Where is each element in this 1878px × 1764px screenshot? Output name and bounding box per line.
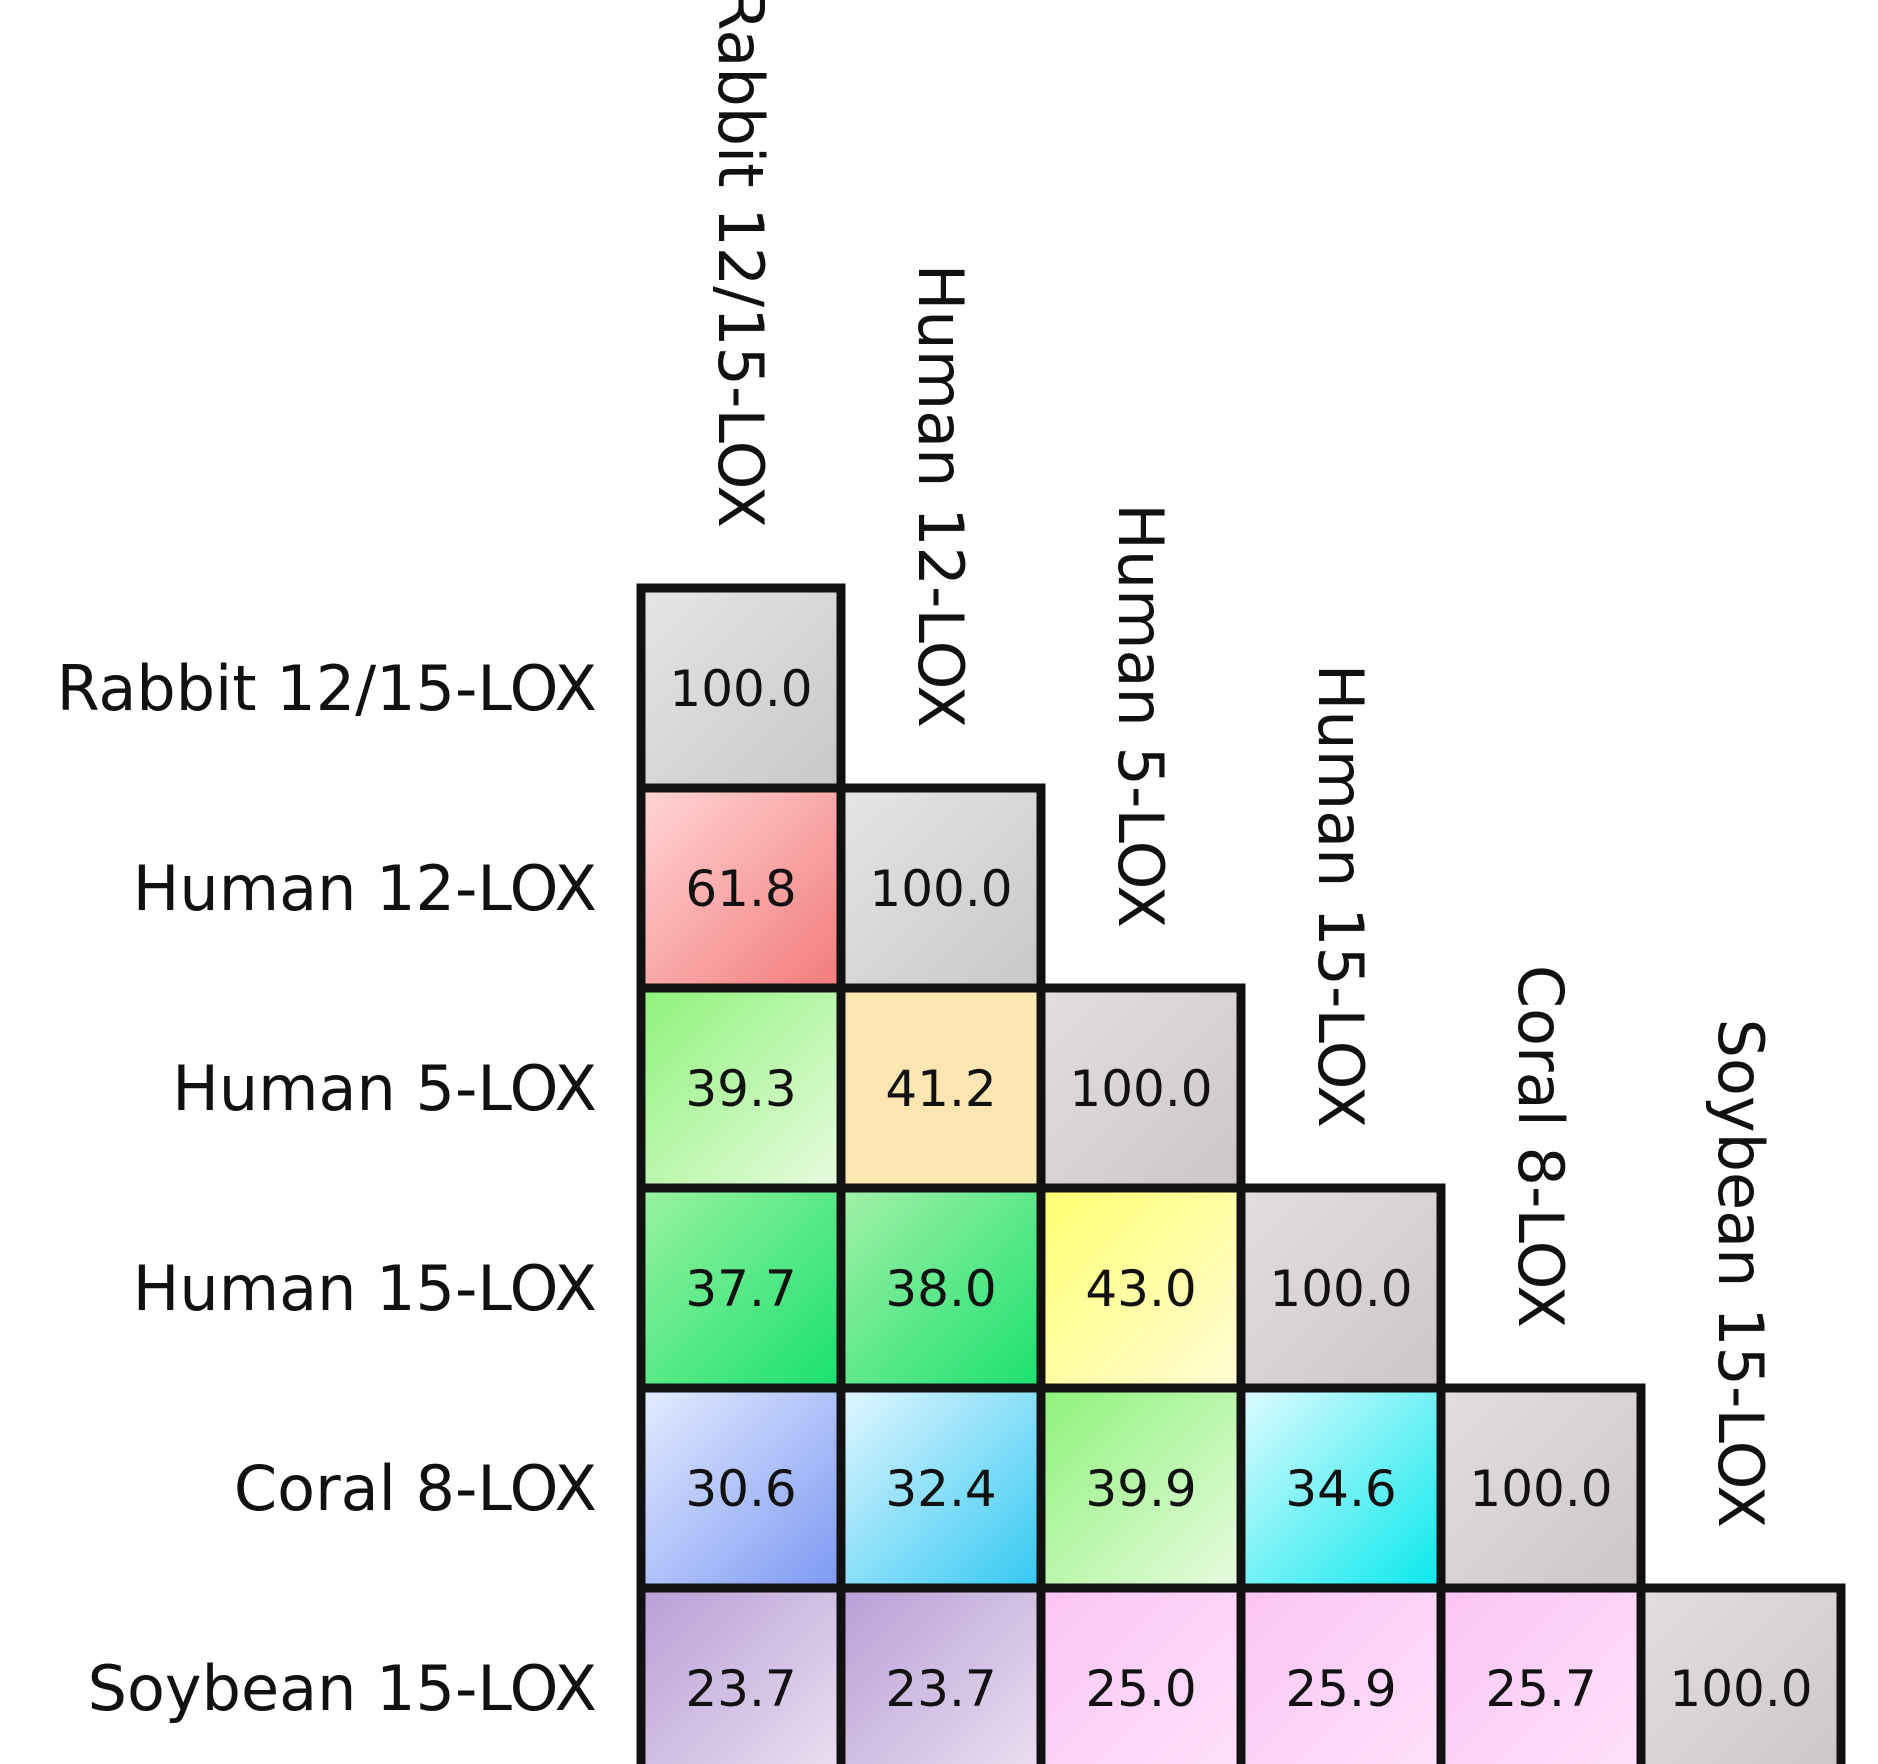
cell-soybean-15-lox-vs-soybean-15-lox	[1636, 1583, 1846, 1764]
cell-soybean-15-lox-vs-coral-8-lox-value: 25.7	[1485, 1660, 1596, 1718]
cell-human-5-lox-vs-rabbit-12-15-lox-value: 39.3	[685, 1060, 796, 1118]
cell-human-15-lox-vs-human-15-lox-value: 100.0	[1269, 1260, 1412, 1318]
cell-soybean-15-lox-vs-human-5-lox-value: 25.0	[1085, 1660, 1196, 1718]
column-label-human-5-lox: Human 5-LOX	[1104, 503, 1177, 928]
cell-soybean-15-lox-vs-human-15-lox	[1236, 1583, 1446, 1764]
column-label-rabbit-12-15-lox: Rabbit 12/15-LOX	[704, 0, 777, 528]
cell-human-5-lox-vs-human-5-lox-value: 100.0	[1069, 1060, 1212, 1118]
row-label-coral-8-lox: Coral 8-LOX	[234, 1452, 597, 1525]
cell-coral-8-lox-vs-human-15-lox	[1236, 1383, 1446, 1593]
cell-human-15-lox-vs-human-15-lox	[1236, 1183, 1446, 1393]
cell-human-5-lox-vs-human-5-lox	[1036, 983, 1246, 1193]
cell-coral-8-lox-vs-human-12-lox	[836, 1383, 1046, 1593]
cell-coral-8-lox-vs-coral-8-lox-value: 100.0	[1469, 1460, 1612, 1518]
cell-human-15-lox-vs-rabbit-12-15-lox-value: 37.7	[685, 1260, 796, 1318]
row-label-rabbit-12-15-lox: Rabbit 12/15-LOX	[57, 652, 597, 725]
cell-human-12-lox-vs-rabbit-12-15-lox-value: 61.8	[685, 860, 796, 918]
cell-rabbit-12-15-lox-vs-rabbit-12-15-lox-value: 100.0	[669, 660, 812, 718]
row-label-human-12-lox: Human 12-LOX	[133, 852, 597, 925]
cell-human-15-lox-vs-human-5-lox-value: 43.0	[1085, 1260, 1196, 1318]
cell-human-5-lox-vs-human-12-lox-value: 41.2	[885, 1060, 996, 1118]
cell-soybean-15-lox-vs-rabbit-12-15-lox-value: 23.7	[685, 1660, 796, 1718]
cell-coral-8-lox-vs-human-15-lox-value: 34.6	[1285, 1460, 1396, 1518]
cell-human-15-lox-vs-human-12-lox-value: 38.0	[885, 1260, 996, 1318]
column-label-human-12-lox: Human 12-LOX	[904, 264, 977, 728]
cell-coral-8-lox-vs-human-12-lox-value: 32.4	[885, 1460, 996, 1518]
cell-soybean-15-lox-vs-human-5-lox	[1036, 1583, 1246, 1764]
cell-coral-8-lox-vs-rabbit-12-15-lox-value: 30.6	[685, 1460, 796, 1518]
column-labels: Rabbit 12/15-LOX Human 12-LOX Human 5-LOX H…	[704, 0, 1777, 1528]
column-label-coral-8-lox: Coral 8-LOX	[1504, 965, 1577, 1328]
cell-soybean-15-lox-vs-rabbit-12-15-lox	[636, 1583, 846, 1764]
cell-soybean-15-lox-vs-human-15-lox-value: 25.9	[1285, 1660, 1396, 1718]
cell-human-15-lox-vs-human-12-lox	[836, 1183, 1046, 1393]
column-label-soybean-15-lox: Soybean 15-LOX	[1704, 1019, 1777, 1528]
matrix-cells: 100.0 61.8 100.0 39.3 41.2 100.0 37.7 38.0 43.0 1…	[636, 583, 1846, 1764]
cell-soybean-15-lox-vs-human-12-lox-value: 23.7	[885, 1660, 996, 1718]
row-labels: Rabbit 12/15-LOX Human 12-LOX Human 5-LOX H…	[57, 652, 597, 1725]
row-label-human-15-lox: Human 15-LOX	[133, 1252, 597, 1325]
cell-coral-8-lox-vs-human-5-lox-value: 39.9	[1085, 1460, 1196, 1518]
row-label-soybean-15-lox: Soybean 15-LOX	[88, 1652, 597, 1725]
row-label-human-5-lox: Human 5-LOX	[172, 1052, 597, 1125]
cell-soybean-15-lox-vs-soybean-15-lox-value: 100.0	[1669, 1660, 1812, 1718]
cell-soybean-15-lox-vs-coral-8-lox	[1436, 1583, 1646, 1764]
cell-human-12-lox-vs-human-12-lox-value: 100.0	[869, 860, 1012, 918]
column-label-human-15-lox: Human 15-LOX	[1304, 664, 1377, 1128]
